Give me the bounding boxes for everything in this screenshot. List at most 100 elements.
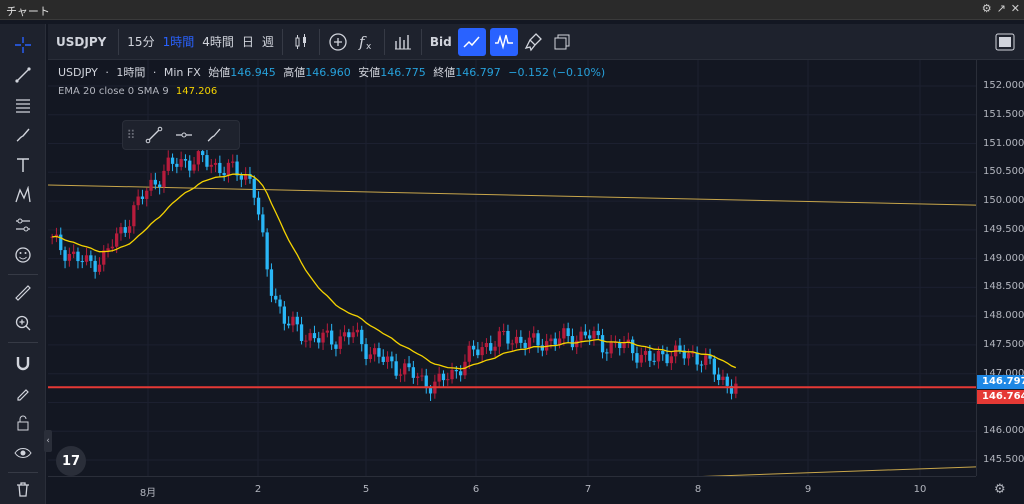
- float-trendline-icon[interactable]: [139, 121, 169, 149]
- settings-icon[interactable]: ⚙: [981, 2, 992, 15]
- magnet-icon[interactable]: [8, 350, 38, 376]
- current-price-tag: 146.797: [977, 374, 1024, 389]
- pattern-tool-icon[interactable]: [8, 182, 38, 208]
- candle: [600, 335, 605, 353]
- candle: [648, 351, 652, 361]
- candle: [265, 232, 269, 270]
- candle: [201, 151, 205, 156]
- candle: [140, 196, 145, 199]
- candle: [467, 345, 471, 362]
- candle: [656, 350, 661, 362]
- interval-1h[interactable]: 1時間: [162, 35, 195, 49]
- candle: [665, 354, 669, 364]
- candle: [622, 342, 626, 349]
- interval-15m[interactable]: 15分: [127, 35, 155, 49]
- price-tick-label: 147.000: [983, 367, 1024, 379]
- time-tick-label: 10: [913, 484, 927, 495]
- candle: [317, 338, 321, 343]
- lock-drawing-icon[interactable]: [8, 380, 38, 406]
- text-tool-icon[interactable]: [8, 152, 38, 178]
- crosshair-tool-icon[interactable]: [8, 32, 38, 58]
- layout-icon[interactable]: [990, 28, 1020, 56]
- candle: [218, 162, 222, 174]
- drag-handle-icon[interactable]: ⠿: [126, 128, 136, 142]
- candle-type-icon[interactable]: [287, 28, 315, 56]
- price-chart[interactable]: [48, 60, 976, 476]
- candle: [609, 342, 613, 354]
- price-tick-label: 148.000: [983, 310, 1024, 322]
- candle: [596, 330, 600, 336]
- horizontal-line-price-tag: 146.764: [977, 389, 1024, 404]
- candle: [175, 163, 179, 167]
- candle: [355, 329, 360, 333]
- zoom-in-icon[interactable]: [8, 310, 38, 336]
- candle: [115, 233, 119, 247]
- candle: [420, 375, 424, 377]
- float-brush-icon[interactable]: [199, 121, 229, 149]
- chart-settings-icon[interactable]: ⚙: [994, 482, 1006, 497]
- candle: [373, 348, 377, 355]
- fib-tool-icon[interactable]: [8, 92, 38, 118]
- candle: [532, 333, 536, 338]
- candle: [484, 343, 489, 348]
- time-axis[interactable]: 8月 2 5 6 7 8 9 10: [48, 476, 976, 504]
- candle: [734, 383, 738, 394]
- candle: [441, 373, 446, 381]
- candle: [579, 331, 583, 341]
- candle: [480, 347, 484, 356]
- candle: [321, 332, 325, 343]
- candle: [459, 371, 463, 376]
- ruler-tool-icon[interactable]: [8, 280, 38, 306]
- price-tick-label: 149.500: [983, 223, 1024, 235]
- candle: [639, 354, 643, 363]
- close-icon[interactable]: ✕: [1010, 2, 1020, 15]
- candle: [583, 331, 587, 336]
- chart-legend: USDJPY · 1時間 · Min FX 始値146.945 高値146.96…: [58, 66, 606, 97]
- legend-symbol: USDJPY: [58, 66, 98, 79]
- compare-add-icon[interactable]: [324, 28, 352, 56]
- candle: [592, 330, 596, 339]
- svg-text:f: f: [358, 33, 367, 51]
- popout-icon[interactable]: ↗: [996, 2, 1006, 15]
- candle: [338, 336, 342, 349]
- float-hline-icon[interactable]: [169, 121, 199, 149]
- interval-4h[interactable]: 4時間: [202, 35, 234, 49]
- interval-day[interactable]: 日: [241, 35, 254, 49]
- candle: [540, 345, 544, 351]
- window-title: チャート: [6, 5, 50, 18]
- candle: [312, 333, 317, 339]
- line-chart-toggle-icon[interactable]: [457, 27, 486, 56]
- emoji-tool-icon[interactable]: [8, 242, 38, 268]
- candle: [424, 375, 428, 389]
- prediction-tool-icon[interactable]: [8, 212, 38, 238]
- collapse-toolbar-icon[interactable]: ‹: [44, 430, 52, 452]
- price-axis[interactable]: 152.000 151.500 151.000 150.500 150.000 149.5…: [976, 60, 1024, 476]
- candle: [489, 343, 493, 351]
- candle: [416, 376, 420, 378]
- candle: [102, 250, 106, 265]
- symbol-selector[interactable]: USDJPY: [56, 34, 107, 49]
- candle: [428, 388, 433, 394]
- brush-tool-icon[interactable]: [8, 122, 38, 148]
- time-tick-label: 5: [362, 484, 370, 495]
- candle: [618, 342, 622, 349]
- toolbar-divider: [118, 28, 120, 55]
- templates-icon[interactable]: [389, 28, 417, 56]
- toolbar-divider: [8, 342, 38, 343]
- price-tick-label: 147.500: [983, 338, 1024, 350]
- duplicate-icon[interactable]: [548, 28, 576, 56]
- interval-week[interactable]: 週: [261, 35, 274, 49]
- svg-text:x: x: [366, 42, 372, 52]
- toolbar-divider: [281, 28, 283, 55]
- candle: [295, 316, 299, 325]
- eye-icon[interactable]: [8, 440, 38, 466]
- trendline-tool-icon[interactable]: [8, 62, 38, 88]
- unlock-icon[interactable]: [8, 410, 38, 436]
- candle: [304, 340, 308, 342]
- toolbar-divider: [420, 28, 422, 55]
- trash-icon[interactable]: [8, 476, 38, 502]
- clear-brush-icon[interactable]: [520, 28, 548, 56]
- wave-toggle-icon[interactable]: [489, 27, 518, 56]
- bid-toggle[interactable]: Bid: [429, 34, 452, 49]
